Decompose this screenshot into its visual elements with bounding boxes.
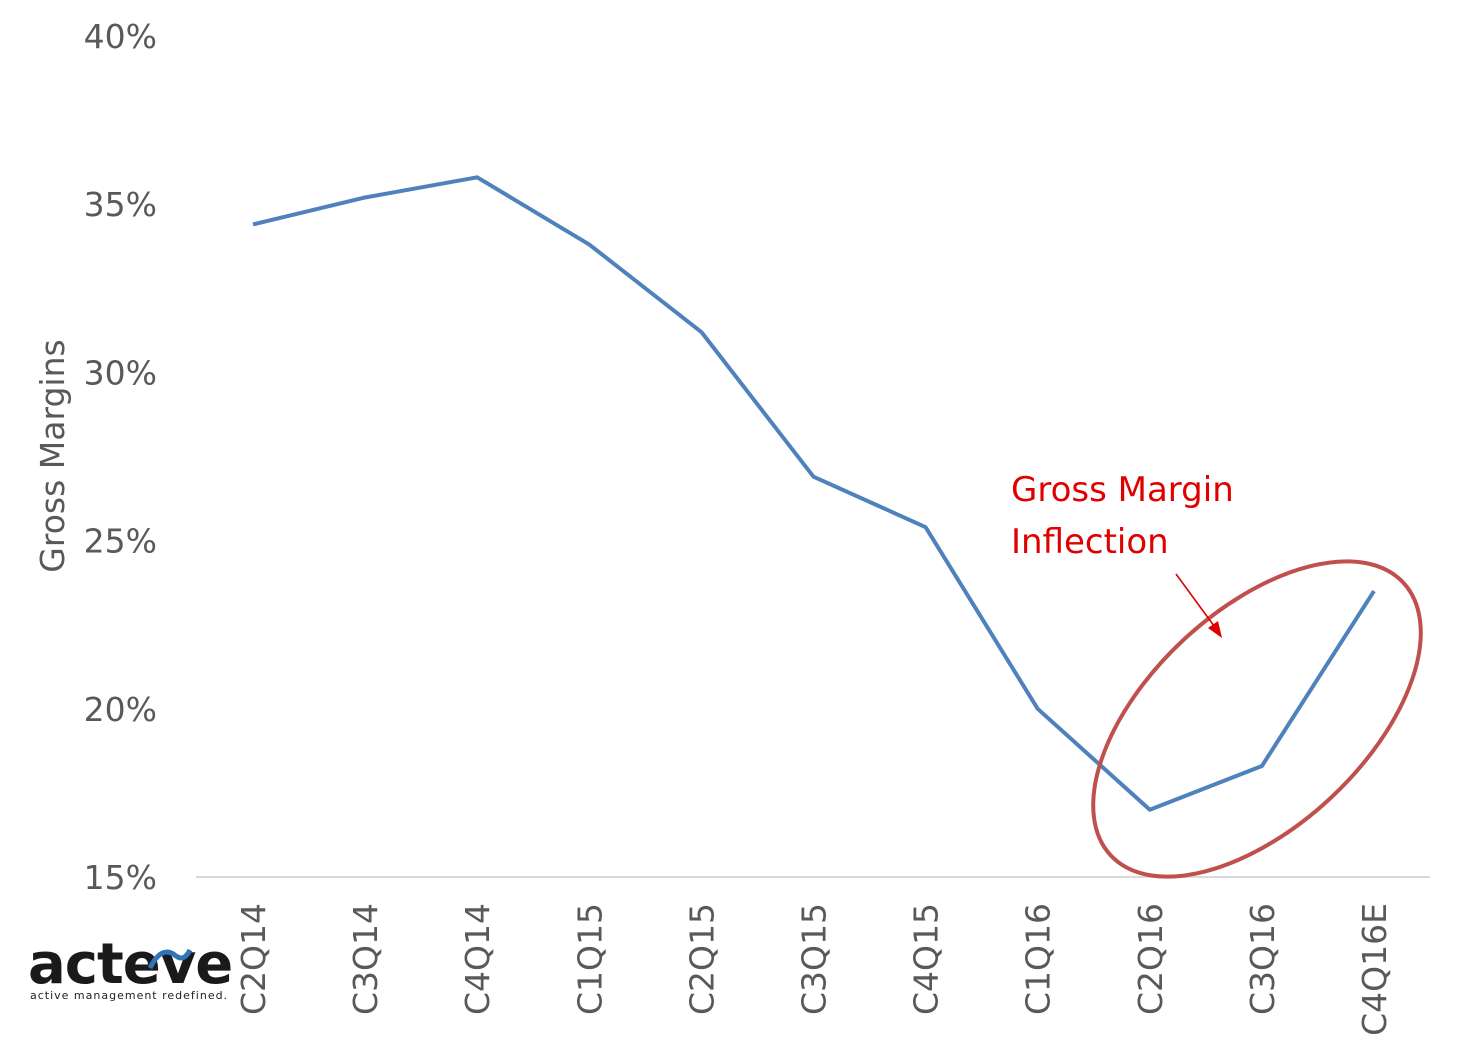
- annotation-arrowhead: [1208, 621, 1222, 638]
- logo-swoosh: [147, 948, 193, 970]
- annotation-line-1: Gross Margin: [1011, 470, 1234, 510]
- y-tick-label: 15%: [84, 858, 157, 897]
- y-tick-label: 25%: [84, 522, 157, 561]
- x-tick-label: C4Q16E: [1355, 903, 1394, 1036]
- company-logo: acteve active management redefined.: [28, 932, 233, 1002]
- inflection-ellipse: [1091, 559, 1423, 879]
- y-tick-label: 30%: [84, 353, 157, 392]
- series-line: [252, 175, 1376, 812]
- y-tick-label: 40%: [84, 17, 157, 56]
- y-axis-ticks: 15% 20% 25% 30% 35% 40%: [84, 17, 157, 897]
- y-tick-label: 35%: [84, 185, 157, 224]
- x-tick-label: C3Q14: [346, 903, 385, 1015]
- series-layer: [252, 175, 1376, 812]
- logo-tagline: active management redefined.: [30, 989, 228, 1002]
- annotation-arrow: [1175, 573, 1218, 631]
- y-axis-title: Gross Margins: [33, 339, 72, 572]
- y-tick-label: 20%: [84, 690, 157, 729]
- x-tick-label: C2Q15: [682, 903, 721, 1015]
- x-tick-label: C4Q15: [907, 903, 946, 1015]
- x-tick-label: C1Q15: [570, 903, 609, 1015]
- x-tick-label: C2Q16: [1131, 903, 1170, 1015]
- x-tick-label: C3Q16: [1243, 903, 1282, 1015]
- x-tick-label: C4Q14: [458, 903, 497, 1015]
- x-tick-label: C1Q16: [1019, 903, 1058, 1015]
- x-axis-ticks: C2Q14 C3Q14 C4Q14 C1Q15 C2Q15 C3Q15 C4Q15 C1Q16…: [234, 903, 1394, 1036]
- annotation-line-2: Inflection: [1011, 522, 1169, 562]
- x-tick-label: C2Q14: [234, 903, 273, 1015]
- x-tick-label: C3Q15: [795, 903, 834, 1015]
- logo-wordmark: acteve: [28, 932, 232, 997]
